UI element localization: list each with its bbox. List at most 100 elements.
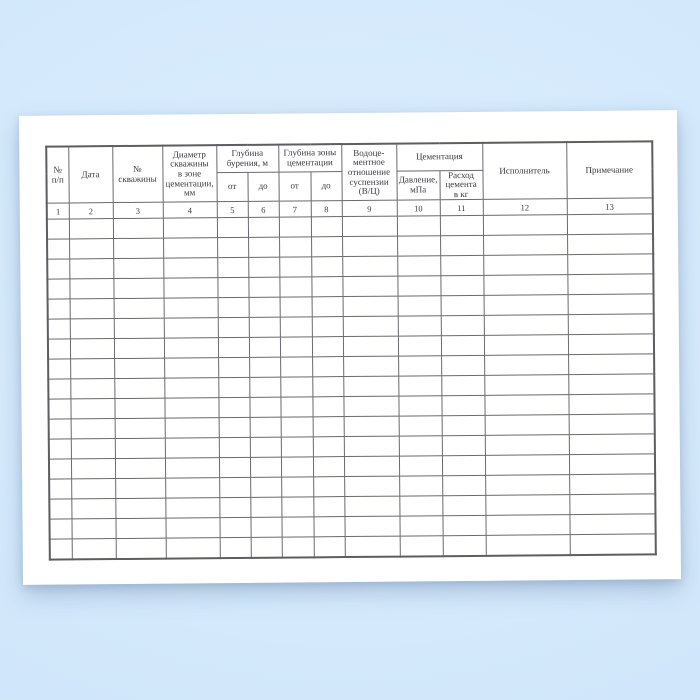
empty-cell [69, 258, 114, 280]
empty-cell [568, 434, 655, 455]
column-number-cell: 13 [566, 198, 653, 215]
empty-cell [313, 496, 345, 518]
empty-cell [311, 236, 343, 258]
header-cell-executor: Исполнитель [482, 142, 567, 200]
empty-cell [483, 294, 568, 316]
empty-cell [568, 354, 655, 375]
empty-cell [344, 536, 400, 557]
empty-cell [442, 535, 486, 557]
empty-cell [484, 374, 569, 396]
empty-cell [442, 475, 486, 497]
header-cell-well-number: № скважины [112, 145, 163, 203]
empty-cell [219, 517, 251, 539]
empty-cell [279, 277, 312, 298]
empty-cell [70, 458, 116, 480]
empty-cell [247, 217, 280, 238]
empty-cell [248, 237, 280, 258]
empty-cell [280, 397, 313, 418]
empty-cell [312, 456, 345, 478]
empty-cell [249, 397, 281, 418]
empty-cell [217, 257, 249, 279]
empty-cell [312, 396, 344, 418]
empty-cell [343, 456, 400, 477]
empty-cell [250, 477, 282, 498]
empty-cell [343, 436, 399, 457]
empty-cell [442, 495, 486, 517]
empty-cell [399, 516, 443, 537]
empty-cell [344, 516, 400, 537]
empty-cell [163, 238, 218, 259]
empty-cell [567, 334, 655, 355]
empty-cell [70, 378, 115, 400]
empty-cell [48, 419, 71, 440]
empty-cell [483, 334, 569, 356]
empty-cell [248, 297, 280, 318]
empty-cell [567, 314, 654, 335]
empty-cell [71, 538, 116, 560]
cementation-log-table: № п/п Дата № скважины Диаметр скважины в… [45, 140, 657, 561]
empty-cell [343, 376, 399, 397]
empty-cell [163, 318, 218, 339]
empty-cell [249, 437, 281, 458]
empty-cell [165, 538, 220, 559]
empty-cell [114, 458, 166, 479]
empty-cell [113, 318, 164, 339]
empty-cell [248, 257, 280, 278]
empty-cell [397, 256, 441, 277]
empty-cell [248, 277, 280, 298]
empty-cell [250, 497, 282, 518]
empty-cell [217, 337, 250, 359]
empty-cell [441, 355, 485, 377]
column-number-cell: 7 [278, 201, 311, 218]
empty-cell [312, 376, 344, 398]
empty-cell [249, 457, 282, 478]
empty-cell [483, 254, 568, 276]
empty-cell [249, 357, 281, 378]
column-number-cell: 9 [341, 200, 397, 217]
empty-cell [164, 438, 219, 459]
empty-cell [311, 256, 343, 278]
empty-cell [311, 296, 343, 318]
column-number-cell: 3 [112, 202, 163, 219]
empty-cell [567, 274, 654, 295]
empty-cell [218, 417, 250, 439]
empty-cell [280, 457, 314, 478]
empty-cell [68, 218, 114, 240]
column-number-cell: 6 [247, 201, 279, 218]
empty-cell [484, 434, 569, 456]
empty-cell [69, 338, 115, 360]
empty-cell [48, 399, 71, 420]
empty-cell [342, 276, 398, 297]
empty-cell [279, 237, 312, 258]
empty-cell [483, 274, 568, 296]
empty-cell [341, 216, 398, 237]
empty-cell [218, 397, 250, 419]
empty-cell [163, 258, 218, 279]
empty-cell [397, 236, 441, 257]
empty-cell [567, 294, 654, 315]
empty-cell [165, 478, 220, 499]
empty-cell [48, 379, 71, 400]
empty-cell [281, 477, 314, 498]
empty-cell [69, 278, 114, 300]
empty-cell [398, 376, 442, 397]
empty-cell [399, 536, 443, 557]
empty-cell [163, 298, 218, 319]
empty-cell [217, 277, 249, 299]
empty-cell [112, 218, 164, 239]
empty-cell [248, 317, 280, 338]
empty-cell [484, 354, 569, 376]
empty-cell [48, 459, 72, 480]
empty-cell [163, 338, 219, 359]
empty-cell [164, 398, 219, 419]
header-cell-water-cement-ratio: Водоце- ментное отношение суспензии (В/Ц… [341, 143, 397, 201]
empty-cell [313, 536, 345, 558]
empty-cell [49, 519, 72, 540]
empty-cell [483, 314, 568, 336]
empty-cell [113, 278, 164, 299]
empty-cell [71, 478, 116, 500]
empty-cell [397, 296, 441, 317]
header-cell-note: Примечание [566, 141, 653, 199]
empty-cell [218, 457, 251, 479]
